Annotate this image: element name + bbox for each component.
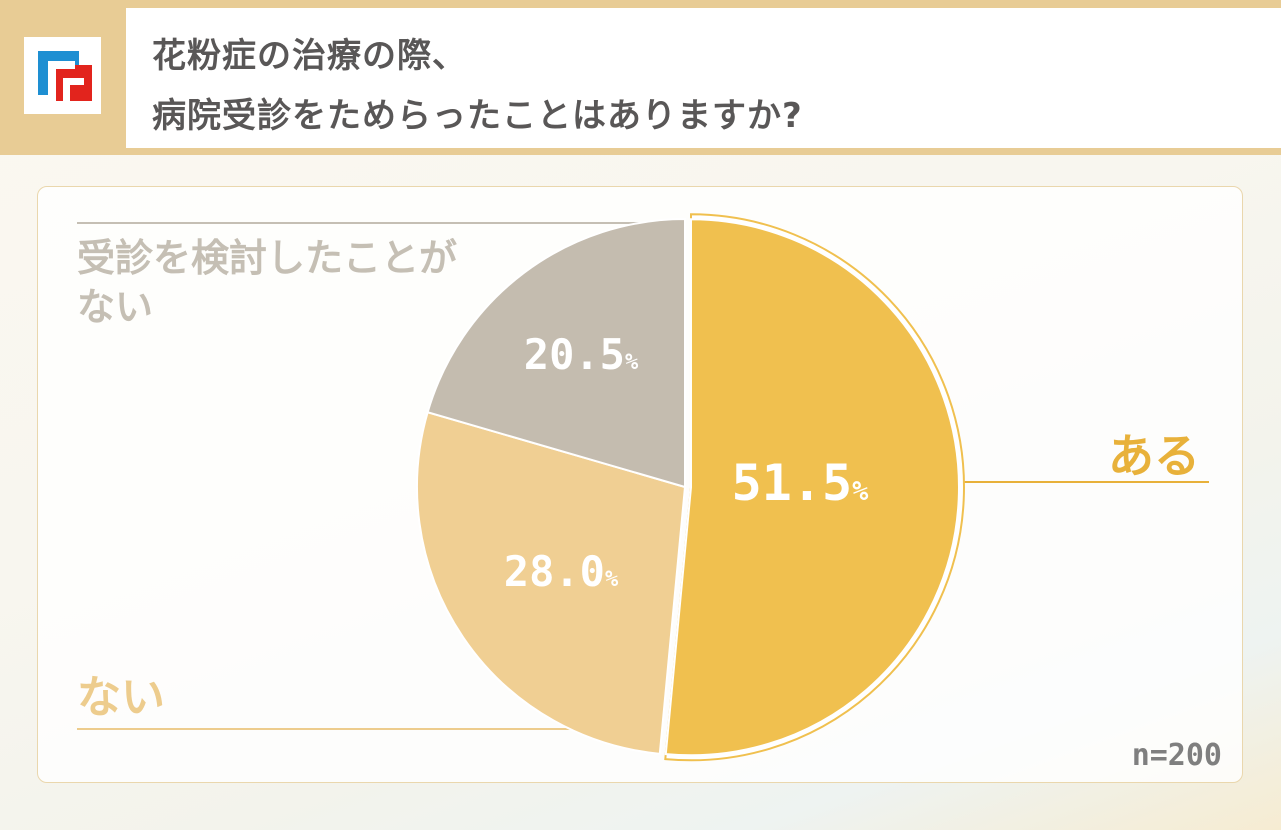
category-label-nai: ない xyxy=(77,672,165,723)
category-label-kentou-line2: ない xyxy=(77,285,153,329)
sample-size-label: n=200 xyxy=(1132,738,1222,773)
value-label-kentou: 20.5% xyxy=(524,330,639,379)
category-label-kentou-line1: 受診を検討したことが xyxy=(77,236,457,280)
pie-slice-aru xyxy=(664,218,960,757)
value-label-aru: 51.5% xyxy=(732,454,869,512)
title-line-2: 病院受診をためらったことはありますか? xyxy=(152,96,803,136)
brand-logo xyxy=(24,37,101,114)
category-label-aru: ある xyxy=(1108,429,1200,483)
header-band: 花粉症の治療の際、 病院受診をためらったことはありますか? xyxy=(0,0,1281,155)
title-line-1: 花粉症の治療の際、 xyxy=(152,36,467,76)
pie-slice-kentou xyxy=(426,217,686,489)
logo-icon xyxy=(38,51,92,101)
title-box: 花粉症の治療の際、 病院受診をためらったことはありますか? xyxy=(126,8,1281,148)
pie-slice-nai xyxy=(416,410,687,755)
value-label-nai: 28.0% xyxy=(504,547,619,596)
